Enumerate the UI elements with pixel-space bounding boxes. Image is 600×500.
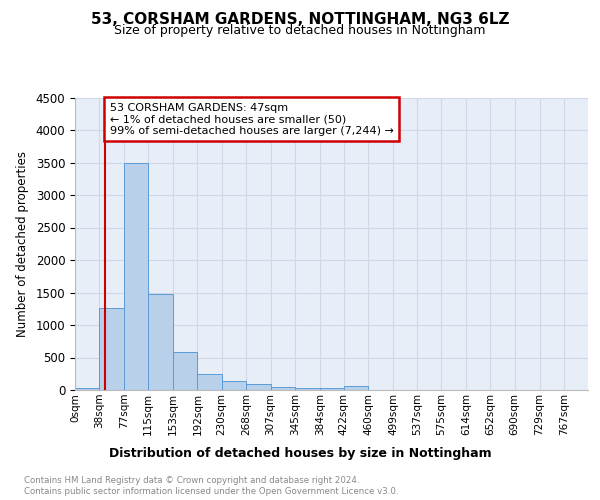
Bar: [99, 308, 124, 390]
Text: Contains public sector information licensed under the Open Government Licence v3: Contains public sector information licen…: [24, 487, 398, 496]
Bar: [148, 294, 173, 390]
Bar: [173, 352, 197, 390]
Text: Contains HM Land Registry data © Crown copyright and database right 2024.: Contains HM Land Registry data © Crown c…: [24, 476, 359, 485]
Y-axis label: Number of detached properties: Number of detached properties: [16, 151, 29, 337]
Bar: [246, 384, 271, 390]
Text: 53 CORSHAM GARDENS: 47sqm
← 1% of detached houses are smaller (50)
99% of semi-d: 53 CORSHAM GARDENS: 47sqm ← 1% of detach…: [110, 102, 394, 136]
Text: Size of property relative to detached houses in Nottingham: Size of property relative to detached ho…: [114, 24, 486, 37]
Bar: [197, 374, 221, 390]
Bar: [75, 388, 99, 390]
Bar: [124, 162, 148, 390]
Bar: [295, 388, 320, 390]
Bar: [320, 388, 344, 390]
Text: Distribution of detached houses by size in Nottingham: Distribution of detached houses by size …: [109, 448, 491, 460]
Bar: [344, 386, 368, 390]
Bar: [271, 387, 295, 390]
Text: 53, CORSHAM GARDENS, NOTTINGHAM, NG3 6LZ: 53, CORSHAM GARDENS, NOTTINGHAM, NG3 6LZ: [91, 12, 509, 28]
Bar: [221, 381, 246, 390]
